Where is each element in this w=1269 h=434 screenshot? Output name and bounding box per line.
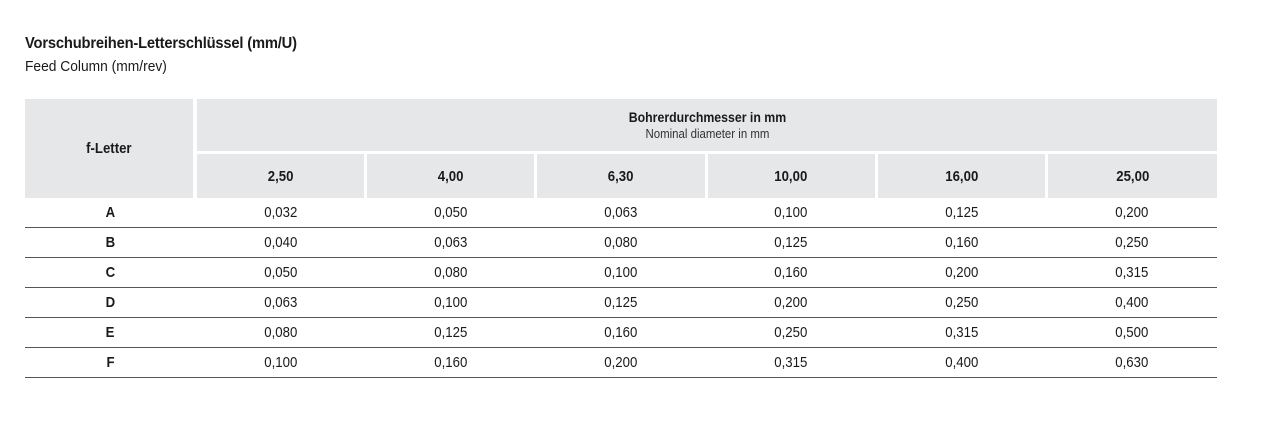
diameter-header: 16,00 <box>876 152 1049 198</box>
diameter-header: 2,50 <box>195 152 368 198</box>
table-cell: 0,032 <box>195 198 366 228</box>
feed-table: f-Letter Bohrerdurchmesser in mm Nominal… <box>25 99 1217 378</box>
group-header-de: Bohrerdurchmesser in mm <box>628 109 786 125</box>
table-row: D 0,063 0,100 0,125 0,200 0,250 0,400 <box>25 287 1217 318</box>
row-letter: A <box>25 198 196 228</box>
table-cell: 0,125 <box>535 287 707 318</box>
table-row: B 0,040 0,063 0,080 0,125 0,160 0,250 <box>25 227 1217 258</box>
table-cell: 0,063 <box>365 227 536 258</box>
diameter-group-header: Bohrerdurchmesser in mm Nominal diameter… <box>195 99 1217 154</box>
table-cell: 0,125 <box>706 227 877 258</box>
table-cell: 0,200 <box>706 287 877 318</box>
table-cell: 0,160 <box>876 227 1047 258</box>
table-cell: 0,500 <box>1046 317 1217 348</box>
table-cell: 0,050 <box>365 198 536 228</box>
table-cell: 0,080 <box>365 257 536 288</box>
table-cell: 0,063 <box>195 287 366 318</box>
table-cell: 0,100 <box>535 257 707 288</box>
table-cell: 0,160 <box>535 317 707 348</box>
table-cell: 0,400 <box>876 347 1047 378</box>
diameter-header: 4,00 <box>365 152 538 198</box>
table-cell: 0,050 <box>195 257 366 288</box>
row-letter: B <box>25 227 196 258</box>
table-cell: 0,200 <box>535 347 707 378</box>
table-row: F 0,100 0,160 0,200 0,315 0,400 0,630 <box>25 347 1217 378</box>
table-cell: 0,200 <box>876 257 1047 288</box>
table-cell: 0,125 <box>876 198 1047 228</box>
table-cell: 0,200 <box>1046 198 1217 228</box>
diameter-header: 10,00 <box>706 152 878 198</box>
table-cell: 0,080 <box>195 317 366 348</box>
table-row: E 0,080 0,125 0,160 0,250 0,315 0,500 <box>25 317 1217 348</box>
letter-column-header: f-Letter <box>25 99 198 198</box>
table-cell: 0,100 <box>195 347 366 378</box>
diameter-header: 25,00 <box>1046 152 1217 198</box>
table-cell: 0,630 <box>1046 347 1217 378</box>
table-cell: 0,100 <box>365 287 536 318</box>
table-cell: 0,160 <box>365 347 536 378</box>
table-cell: 0,250 <box>706 317 877 348</box>
table-cell: 0,315 <box>876 317 1047 348</box>
table-cell: 0,160 <box>706 257 877 288</box>
row-letter: D <box>25 287 196 318</box>
group-header-en: Nominal diameter in mm <box>645 126 770 141</box>
table-cell: 0,315 <box>1046 257 1217 288</box>
row-letter: C <box>25 257 196 288</box>
table-cell: 0,250 <box>1046 227 1217 258</box>
table-cell: 0,250 <box>876 287 1047 318</box>
table-row: A 0,032 0,050 0,063 0,100 0,125 0,200 <box>25 198 1217 228</box>
diameter-header: 6,30 <box>535 152 708 198</box>
table-cell: 0,080 <box>535 227 707 258</box>
table-row: C 0,050 0,080 0,100 0,160 0,200 0,315 <box>25 257 1217 288</box>
page-subtitle: Feed Column (mm/rev) <box>25 58 167 75</box>
table-cell: 0,063 <box>535 198 707 228</box>
table-cell: 0,125 <box>365 317 536 348</box>
table-cell: 0,315 <box>706 347 877 378</box>
page-title: Vorschubreihen-Letterschlüssel (mm/U) <box>25 35 297 52</box>
row-letter: E <box>25 317 196 348</box>
table-cell: 0,040 <box>195 227 366 258</box>
table-cell: 0,100 <box>706 198 877 228</box>
table-cell: 0,400 <box>1046 287 1217 318</box>
row-letter: F <box>25 347 196 378</box>
